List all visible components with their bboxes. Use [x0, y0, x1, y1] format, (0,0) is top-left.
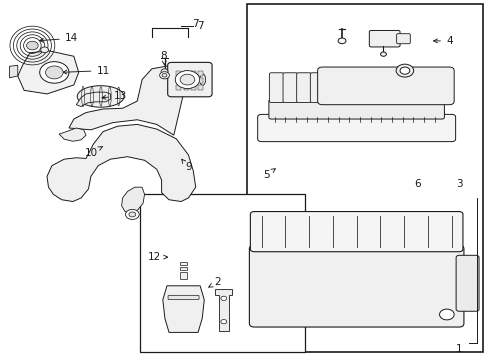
- Circle shape: [337, 38, 345, 44]
- Bar: [179, 267, 187, 270]
- Circle shape: [221, 296, 226, 301]
- Circle shape: [41, 47, 48, 53]
- FancyBboxPatch shape: [296, 73, 311, 103]
- Circle shape: [26, 41, 38, 50]
- Circle shape: [175, 71, 199, 89]
- Bar: [179, 262, 187, 265]
- Circle shape: [40, 62, 69, 83]
- Circle shape: [395, 64, 413, 77]
- Ellipse shape: [200, 74, 205, 85]
- Bar: [183, 78, 188, 83]
- FancyBboxPatch shape: [268, 99, 444, 119]
- Circle shape: [45, 66, 63, 79]
- Text: 6: 6: [413, 179, 420, 189]
- Polygon shape: [47, 125, 195, 202]
- Circle shape: [399, 67, 409, 74]
- Polygon shape: [163, 286, 204, 332]
- Circle shape: [380, 52, 386, 56]
- Polygon shape: [9, 65, 18, 78]
- Text: 14: 14: [40, 33, 78, 43]
- Bar: [179, 272, 187, 279]
- Ellipse shape: [77, 86, 124, 107]
- Circle shape: [162, 73, 166, 77]
- FancyBboxPatch shape: [310, 73, 325, 103]
- Text: 8: 8: [161, 51, 167, 65]
- FancyBboxPatch shape: [249, 245, 463, 327]
- Circle shape: [129, 212, 136, 217]
- Circle shape: [161, 69, 167, 74]
- Bar: [191, 78, 196, 83]
- FancyBboxPatch shape: [167, 62, 212, 97]
- Polygon shape: [76, 92, 110, 107]
- Bar: [183, 71, 188, 76]
- Circle shape: [180, 74, 194, 85]
- Bar: [191, 85, 196, 90]
- Bar: [198, 71, 203, 76]
- Polygon shape: [215, 289, 232, 330]
- FancyBboxPatch shape: [257, 114, 455, 141]
- Bar: [183, 85, 188, 90]
- Bar: [176, 78, 181, 83]
- Text: 9: 9: [182, 159, 191, 172]
- Text: 5: 5: [263, 169, 275, 180]
- Bar: [198, 78, 203, 83]
- FancyBboxPatch shape: [168, 295, 199, 300]
- Text: 7: 7: [197, 21, 203, 31]
- Bar: [176, 85, 181, 90]
- Circle shape: [221, 319, 226, 324]
- FancyBboxPatch shape: [368, 31, 399, 47]
- FancyBboxPatch shape: [269, 73, 284, 103]
- Text: 10: 10: [84, 147, 102, 158]
- Text: 1: 1: [455, 343, 462, 354]
- Polygon shape: [18, 51, 79, 94]
- Bar: [176, 71, 181, 76]
- FancyBboxPatch shape: [396, 34, 409, 44]
- Bar: [140, 194, 305, 352]
- FancyBboxPatch shape: [250, 212, 462, 252]
- Bar: [246, 4, 483, 352]
- Circle shape: [439, 309, 453, 320]
- Bar: [198, 85, 203, 90]
- Text: 13: 13: [102, 91, 126, 101]
- FancyBboxPatch shape: [455, 255, 478, 311]
- Circle shape: [159, 72, 169, 79]
- Text: 12: 12: [147, 252, 167, 262]
- FancyBboxPatch shape: [317, 67, 453, 105]
- Text: 4: 4: [433, 36, 452, 46]
- Polygon shape: [69, 65, 185, 135]
- Bar: [191, 71, 196, 76]
- Polygon shape: [59, 128, 86, 141]
- FancyBboxPatch shape: [283, 73, 297, 103]
- Text: 7: 7: [192, 19, 199, 29]
- Text: 3: 3: [455, 179, 462, 189]
- Text: 11: 11: [63, 66, 109, 76]
- Circle shape: [125, 210, 139, 220]
- Text: 2: 2: [208, 277, 221, 287]
- Polygon shape: [122, 187, 144, 213]
